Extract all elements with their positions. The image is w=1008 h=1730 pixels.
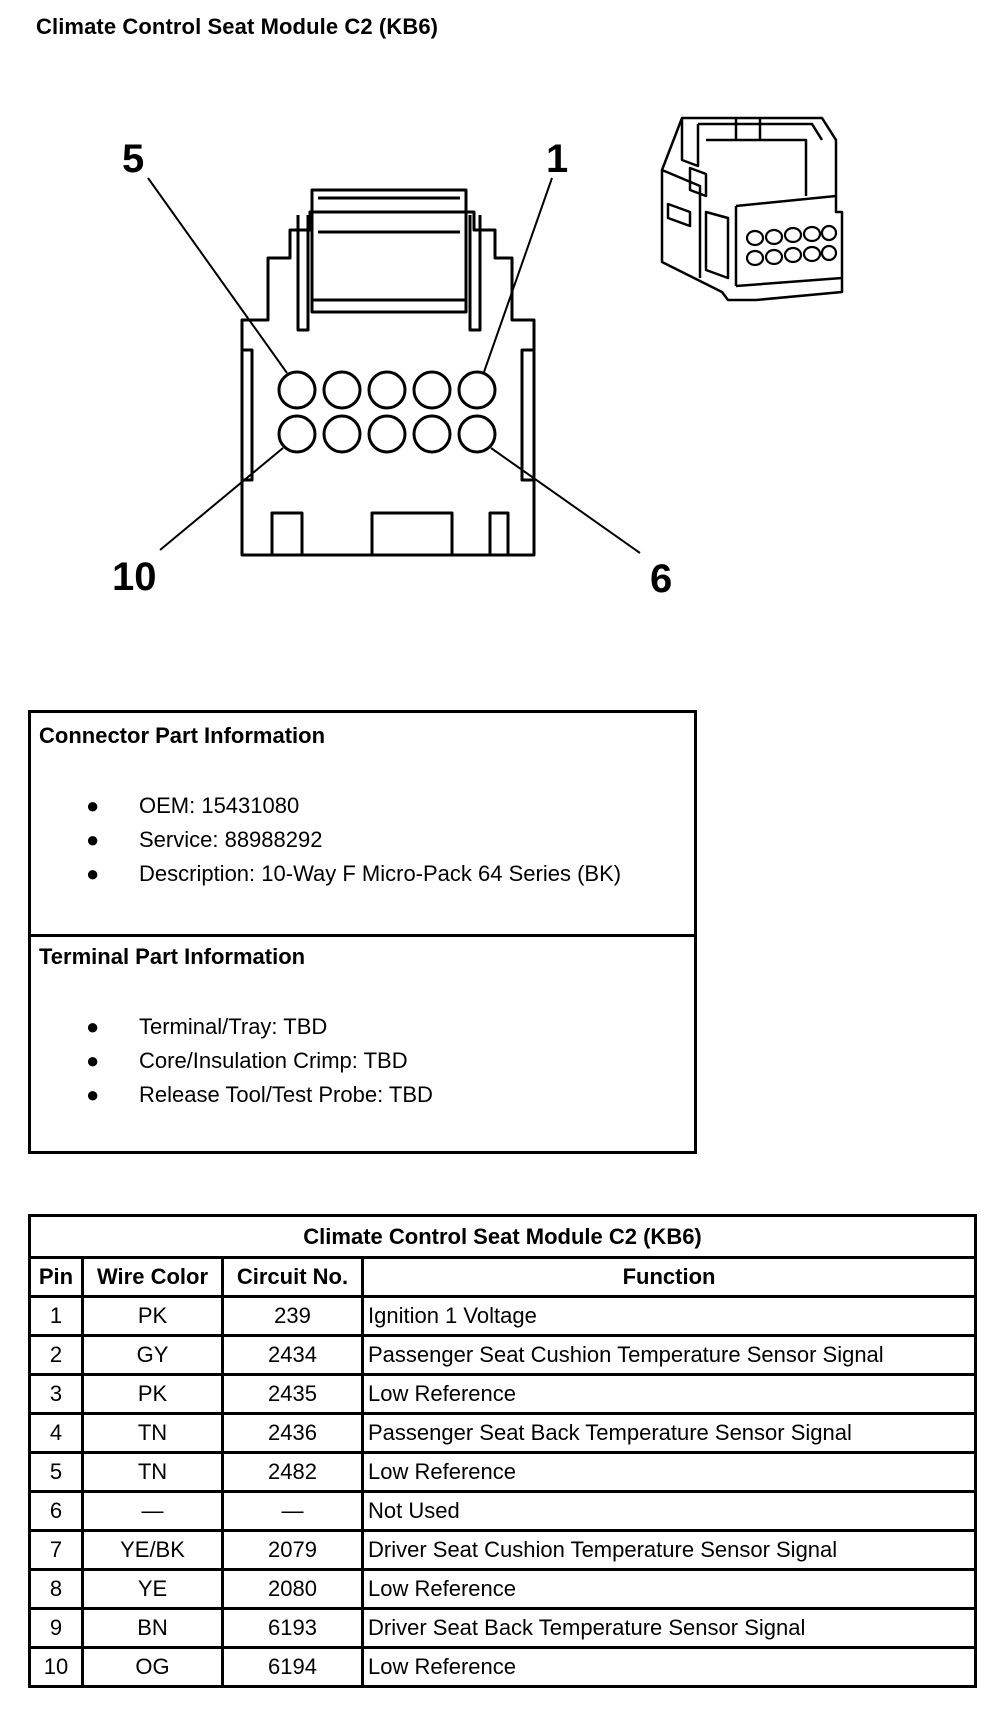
table-row: 6 — — Not Used: [28, 1490, 978, 1532]
terminal-info-list: ● Terminal/Tray: TBD ● Core/Insulation Cri…: [31, 1010, 433, 1112]
pin-cell: 8: [28, 1568, 84, 1610]
function-cell: Driver Seat Back Temperature Sensor Sign…: [360, 1607, 978, 1649]
table-row: 1 PK 239 Ignition 1 Voltage: [28, 1295, 978, 1337]
cavity-10: [277, 414, 317, 454]
part-information-box: Connector Part Information ● OEM: 1543108…: [28, 710, 697, 1154]
wire-color-cell: GY: [81, 1334, 224, 1376]
pin-cell: 10: [28, 1646, 84, 1688]
bullet-icon: ●: [86, 861, 100, 886]
pin-label-10: 10: [112, 555, 157, 599]
function-cell: Not Used: [360, 1490, 978, 1532]
wire-color-cell: BN: [81, 1607, 224, 1649]
connector-body-outline: [240, 210, 536, 557]
pin-cell: 4: [28, 1412, 84, 1454]
table-row: 8 YE 2080 Low Reference: [28, 1568, 978, 1610]
wire-color-cell: YE: [81, 1568, 224, 1610]
connector-info-item: ● OEM: 15431080: [31, 789, 621, 823]
connector-info-list: ● OEM: 15431080 ● Service: 88988292 ● Descr…: [31, 789, 621, 891]
connector-info-heading: Connector Part Information: [39, 723, 326, 748]
cavity-4: [322, 370, 362, 410]
pin-cell: 5: [28, 1451, 84, 1493]
leader-line-5: [147, 177, 288, 374]
leader-line-10: [159, 447, 284, 551]
function-cell: Ignition 1 Voltage: [360, 1295, 978, 1337]
connector-info-item: ● Service: 88988292: [31, 823, 621, 857]
pin-label-5: 5: [122, 137, 144, 181]
connector-part-info: Connector Part Information ● OEM: 1543108…: [31, 713, 694, 937]
header-wire-color: Wire Color: [81, 1256, 224, 1298]
terminal-part-info: Terminal Part Information ● Terminal/Tray…: [31, 934, 694, 1151]
function-cell: Low Reference: [360, 1451, 978, 1493]
terminal-info-item: ● Terminal/Tray: TBD: [31, 1010, 433, 1044]
wire-color-cell: TN: [81, 1451, 224, 1493]
wire-color-cell: OG: [81, 1646, 224, 1688]
bullet-icon: ●: [86, 1014, 100, 1039]
wire-color-cell: PK: [81, 1373, 224, 1415]
circuit-cell: 239: [221, 1295, 364, 1337]
pin-cell: 9: [28, 1607, 84, 1649]
circuit-cell: 2080: [221, 1568, 364, 1610]
pin-cell: 6: [28, 1490, 84, 1532]
cavity-9: [322, 414, 362, 454]
function-cell: Passenger Seat Back Temperature Sensor S…: [360, 1412, 978, 1454]
cavity-6: [457, 414, 497, 454]
table-caption: Climate Control Seat Module C2 (KB6): [27, 1214, 978, 1259]
connector-diagram: 5 1 10 6: [112, 116, 844, 601]
header-function: Function: [360, 1256, 978, 1298]
circuit-cell: —: [221, 1490, 364, 1532]
bullet-icon: ●: [86, 1082, 100, 1107]
function-cell: Low Reference: [360, 1568, 978, 1610]
connector-latch: [310, 188, 468, 314]
circuit-cell: 2434: [221, 1334, 364, 1376]
wire-color-cell: PK: [81, 1295, 224, 1337]
leader-line-6: [490, 447, 641, 554]
circuit-cell: 2436: [221, 1412, 364, 1454]
circuit-cell: 2435: [221, 1373, 364, 1415]
table-row: 10 OG 6194 Low Reference: [28, 1646, 978, 1688]
circuit-cell: 6193: [221, 1607, 364, 1649]
circuit-cell: 6194: [221, 1646, 364, 1688]
table-row: 5 TN 2482 Low Reference: [28, 1451, 978, 1493]
cavity-8: [367, 414, 407, 454]
pin-cell: 2: [28, 1334, 84, 1376]
function-cell: Driver Seat Cushion Temperature Sensor S…: [360, 1529, 978, 1571]
connector-info-item: ● Description: 10-Way F Micro-Pack 64 Ser…: [31, 857, 621, 891]
page-title: Climate Control Seat Module C2 (KB6): [36, 14, 439, 39]
terminal-info-heading: Terminal Part Information: [39, 944, 306, 969]
pin-cell: 7: [28, 1529, 84, 1571]
cavity-2: [412, 370, 452, 410]
function-cell: Low Reference: [360, 1646, 978, 1688]
cavity-1: [457, 370, 497, 410]
cavity-5: [277, 370, 317, 410]
pinout-table: Climate Control Seat Module C2 (KB6) Pin…: [27, 1214, 978, 1688]
terminal-info-item: ● Core/Insulation Crimp: TBD: [31, 1044, 433, 1078]
wire-color-cell: YE/BK: [81, 1529, 224, 1571]
pin-label-1: 1: [546, 137, 568, 181]
table-row: 3 PK 2435 Low Reference: [28, 1373, 978, 1415]
function-cell: Low Reference: [360, 1373, 978, 1415]
wire-color-cell: —: [81, 1490, 224, 1532]
cavity-7: [412, 414, 452, 454]
function-cell: Passenger Seat Cushion Temperature Senso…: [360, 1334, 978, 1376]
connector-isometric-view: [660, 116, 844, 302]
bullet-icon: ●: [86, 1048, 100, 1073]
terminal-info-item: ● Release Tool/Test Probe: TBD: [31, 1078, 433, 1112]
pin-cell: 3: [28, 1373, 84, 1415]
cavity-3: [367, 370, 407, 410]
circuit-cell: 2482: [221, 1451, 364, 1493]
table-row: 9 BN 6193 Driver Seat Back Temperature S…: [28, 1607, 978, 1649]
bullet-icon: ●: [86, 827, 100, 852]
circuit-cell: 2079: [221, 1529, 364, 1571]
pin-cell: 1: [28, 1295, 84, 1337]
leader-line-1: [483, 177, 553, 373]
table-row: 7 YE/BK 2079 Driver Seat Cushion Tempera…: [28, 1529, 978, 1571]
table-header-row: Pin Wire Color Circuit No. Function: [28, 1256, 978, 1298]
wire-color-cell: TN: [81, 1412, 224, 1454]
pin-label-6: 6: [650, 557, 672, 601]
bullet-icon: ●: [86, 793, 100, 818]
table-row: 2 GY 2434 Passenger Seat Cushion Tempera…: [28, 1334, 978, 1376]
table-row: 4 TN 2436 Passenger Seat Back Temperatur…: [28, 1412, 978, 1454]
header-pin: Pin: [28, 1256, 84, 1298]
header-circuit-no: Circuit No.: [221, 1256, 364, 1298]
